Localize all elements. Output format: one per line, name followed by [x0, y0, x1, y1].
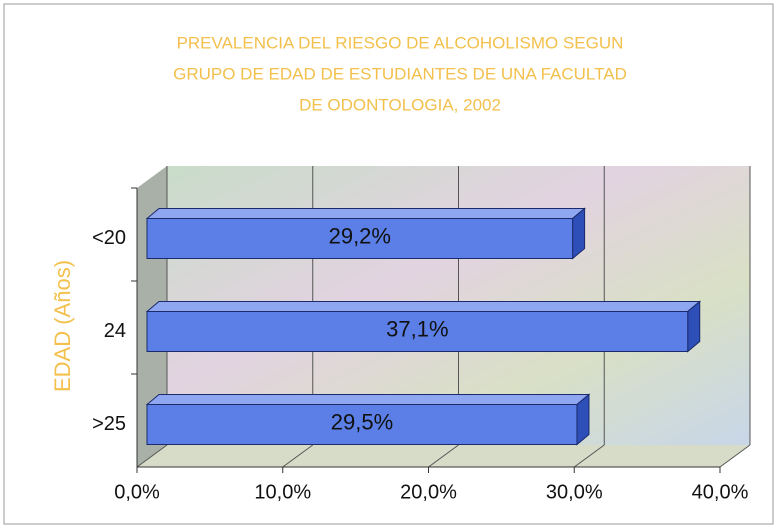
y-tick-label: <20 — [92, 227, 126, 249]
y-axis-label: EDAD (Años) — [50, 260, 75, 392]
grid-line — [136, 444, 168, 468]
x-tick-label: 40,0% — [692, 481, 749, 503]
grid-line — [573, 444, 605, 468]
x-tick-label: 20,0% — [400, 481, 457, 503]
chart-title: PREVALENCIA DEL RIESGO DE ALCOHOLISMO SE… — [177, 33, 624, 52]
bar — [146, 218, 574, 259]
x-tick-label: 10,0% — [254, 481, 311, 503]
grid-line — [428, 444, 459, 468]
data-label: 29,5% — [331, 409, 393, 434]
chart-title: DE ODONTOLOGIA, 2002 — [299, 95, 501, 114]
bar-top — [145, 208, 586, 219]
x-tick-label: 0,0% — [114, 481, 160, 503]
bar — [146, 404, 578, 445]
bar-top — [145, 301, 702, 312]
data-label: 37,1% — [386, 316, 448, 341]
x-tick-label: 30,0% — [546, 481, 603, 503]
grid-line — [282, 444, 314, 468]
chart-title: GRUPO DE EDAD DE ESTUDIANTES DE UNA FACU… — [173, 64, 627, 83]
bar-top — [145, 394, 591, 405]
bar — [146, 311, 689, 352]
y-tick-label: >25 — [92, 413, 126, 435]
data-label: 29,2% — [329, 223, 391, 248]
grid-line — [719, 444, 751, 468]
y-tick-label: 24 — [104, 320, 126, 342]
